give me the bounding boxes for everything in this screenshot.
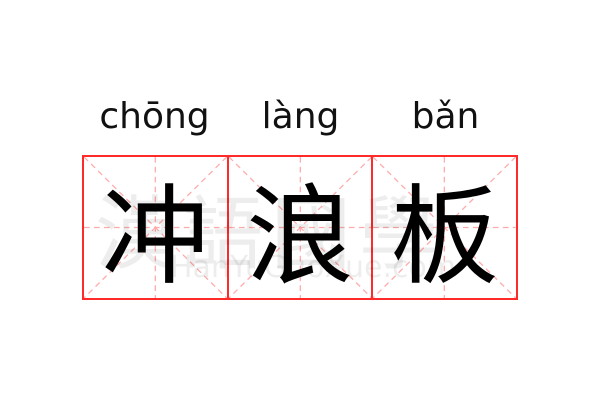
guide-lines [373, 157, 517, 298]
hanzi-3: 板 [390, 174, 499, 300]
guide-lines [84, 157, 227, 298]
character-cell-1: 冲 [84, 157, 227, 300]
hanzi-2: 浪 [246, 174, 355, 300]
pinyin-1: chōng [99, 96, 210, 137]
guide-lines [228, 157, 372, 298]
character-cell-3: 板 [371, 157, 517, 300]
hanzi-1: 冲 [101, 174, 210, 300]
pinyin-3: bǎn [411, 96, 480, 137]
pinyin-2: làng [261, 96, 340, 137]
character-grid: 冲 浪 板 [82, 155, 518, 300]
character-cell-2: 浪 [226, 157, 372, 300]
